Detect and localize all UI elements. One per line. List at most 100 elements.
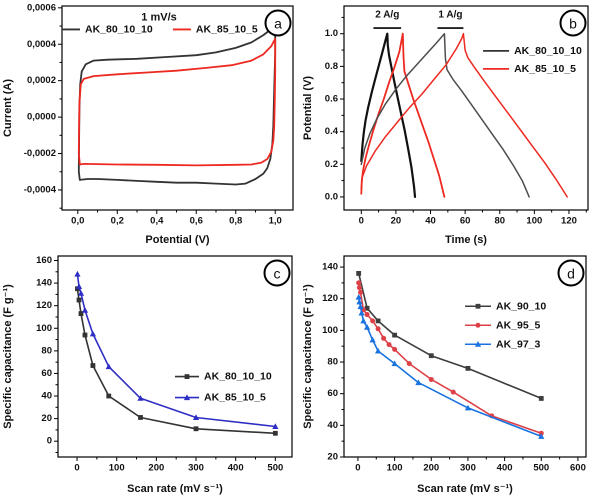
marker-triangle [369,336,376,343]
y-tick-label: 100 [36,323,52,334]
y-tick-label: 140 [36,278,52,289]
y-tick-label: 0.8 [325,61,338,72]
marker-triangle [391,360,398,367]
panel-badge-letter: c [274,266,281,282]
x-tick-label: 500 [533,462,549,473]
y-tick-label: 0,0006 [27,2,56,13]
series-line-AK_85_10_5 at 1 A/g [360,32,568,198]
x-tick-label: 400 [497,462,513,473]
marker-square [465,365,471,371]
marker-triangle [105,363,112,370]
panel-badge-circle [557,259,585,287]
marker-square [138,415,143,420]
y-axis-title: Specific capacitance (F g⁻¹) [2,284,14,429]
annotation-label: 1 A/g [438,9,462,20]
marker-square [375,318,381,324]
y-tick-label: 40 [41,391,52,402]
marker-circle [406,361,412,367]
x-tick-label: 600 [570,462,586,473]
marker-triangle [77,290,85,296]
marker-circle [392,346,398,352]
x-axis-title: Scan rate (mV s⁻¹) [127,483,223,495]
y-tick-label: -0,0004 [24,184,57,195]
panel-badge-circle [559,9,587,37]
x-tick-label: 200 [423,462,439,473]
chart-d: 0 100 200 300 400 500 600 140 120 100 80 60 40 20 Scan… [302,255,587,495]
y-tick-label: 0.0 [325,191,338,202]
marker-triangle [81,307,89,313]
marker-circle [475,322,481,328]
marker-circle [370,318,376,324]
marker-circle [386,342,392,348]
series-line-AK_85_10_5 [77,37,277,167]
marker-square [428,353,434,359]
legend-label: AK_85_10_5 [514,63,576,75]
marker-square [184,374,190,379]
marker-triangle [357,303,364,310]
marker-square [272,430,278,436]
chart-b: 0 20 40 60 80 100 120 1.0 0.8 0.6 0.4 0.2 0.0 Time (s… [302,5,589,246]
marker-triangle [538,433,545,439]
marker-square [82,332,88,338]
x-tick-label: 0,8 [229,215,242,226]
y-tick-label: 0.2 [325,159,338,170]
legend-label: AK_85_10_5 [204,392,266,404]
marker-triangle [355,293,362,300]
panel-badge-circle [263,259,291,287]
x-tick-label: 200 [148,462,164,473]
x-tick-label: 80 [494,215,505,226]
marker-square [78,311,84,316]
y-tick-label: 0.6 [325,94,338,105]
plot-frame [57,255,293,458]
series-line-AK_80_10_10 at 1 A/g [360,32,530,198]
legend-label: AK_80_10_10 [85,23,153,35]
y-tick-label: 160 [36,255,52,266]
y-tick-label: 20 [327,452,338,463]
x-axis-title: Scan rate (mV s⁻¹) [417,483,513,495]
y-axis-title: Current (A) [2,79,14,137]
panel-a-cv-curves: 0,0 0,2 0,4 0,6 0,8 1,0 0,0006 0,0004 0,0002 0,00… [0,0,300,248]
marker-square [90,363,96,368]
series-line-AK_85_10_5 at 2 A/g [360,32,446,198]
legend-label: AK_95_5 [496,319,541,331]
marker-triangle [356,298,363,305]
chart-title: 1 mV/s [141,11,176,23]
panel-d-capacitance-vs-scan-rate: 0 100 200 300 400 500 600 140 120 100 80 60 40 20 Scan… [300,248,600,497]
marker-square [106,393,112,399]
x-tick-label: 60 [460,215,471,226]
marker-square [475,303,481,309]
x-tick-label: 0,6 [190,215,203,226]
y-tick-label: 60 [41,368,52,379]
y-tick-label: 0.4 [325,126,339,137]
y-tick-label: 100 [322,325,338,336]
y-tick-label: 60 [327,388,338,399]
x-tick-label: 300 [188,462,204,473]
series-line-AK_80_10_10 at 2 A/g [360,32,417,198]
panel-badge-letter: b [569,16,577,32]
marker-triangle [464,404,472,411]
y-tick-label: -0,0002 [24,148,56,159]
marker-square [356,271,362,276]
chart-c: 0 100 200 300 400 500160140120100806040200Sca… [2,255,293,495]
x-tick-label: 100 [526,215,542,226]
marker-triangle [360,317,367,324]
panel-badge-circle [264,9,292,37]
chart-a: 0,0 0,2 0,4 0,6 0,8 1,0 0,0006 0,0004 0,0002 0,00… [2,2,294,246]
marker-square [193,426,199,432]
marker-circle [375,326,381,332]
legend-label: AK_90_10 [496,300,546,312]
marker-triangle [192,414,200,420]
x-tick-label: 120 [561,215,577,226]
y-axis-title: Specific capacitance (F g⁻¹) [302,284,314,429]
marker-triangle [375,347,382,354]
x-tick-label: 0 [355,462,360,473]
marker-triangle [89,330,97,337]
marker-triangle [183,394,191,401]
x-tick-label: 0 [359,215,364,226]
x-tick-label: 100 [387,462,403,473]
x-tick-label: 500 [267,462,283,473]
y-tick-label: 120 [36,300,52,311]
x-tick-label: 0,4 [150,215,164,226]
plot-frame [343,255,587,458]
